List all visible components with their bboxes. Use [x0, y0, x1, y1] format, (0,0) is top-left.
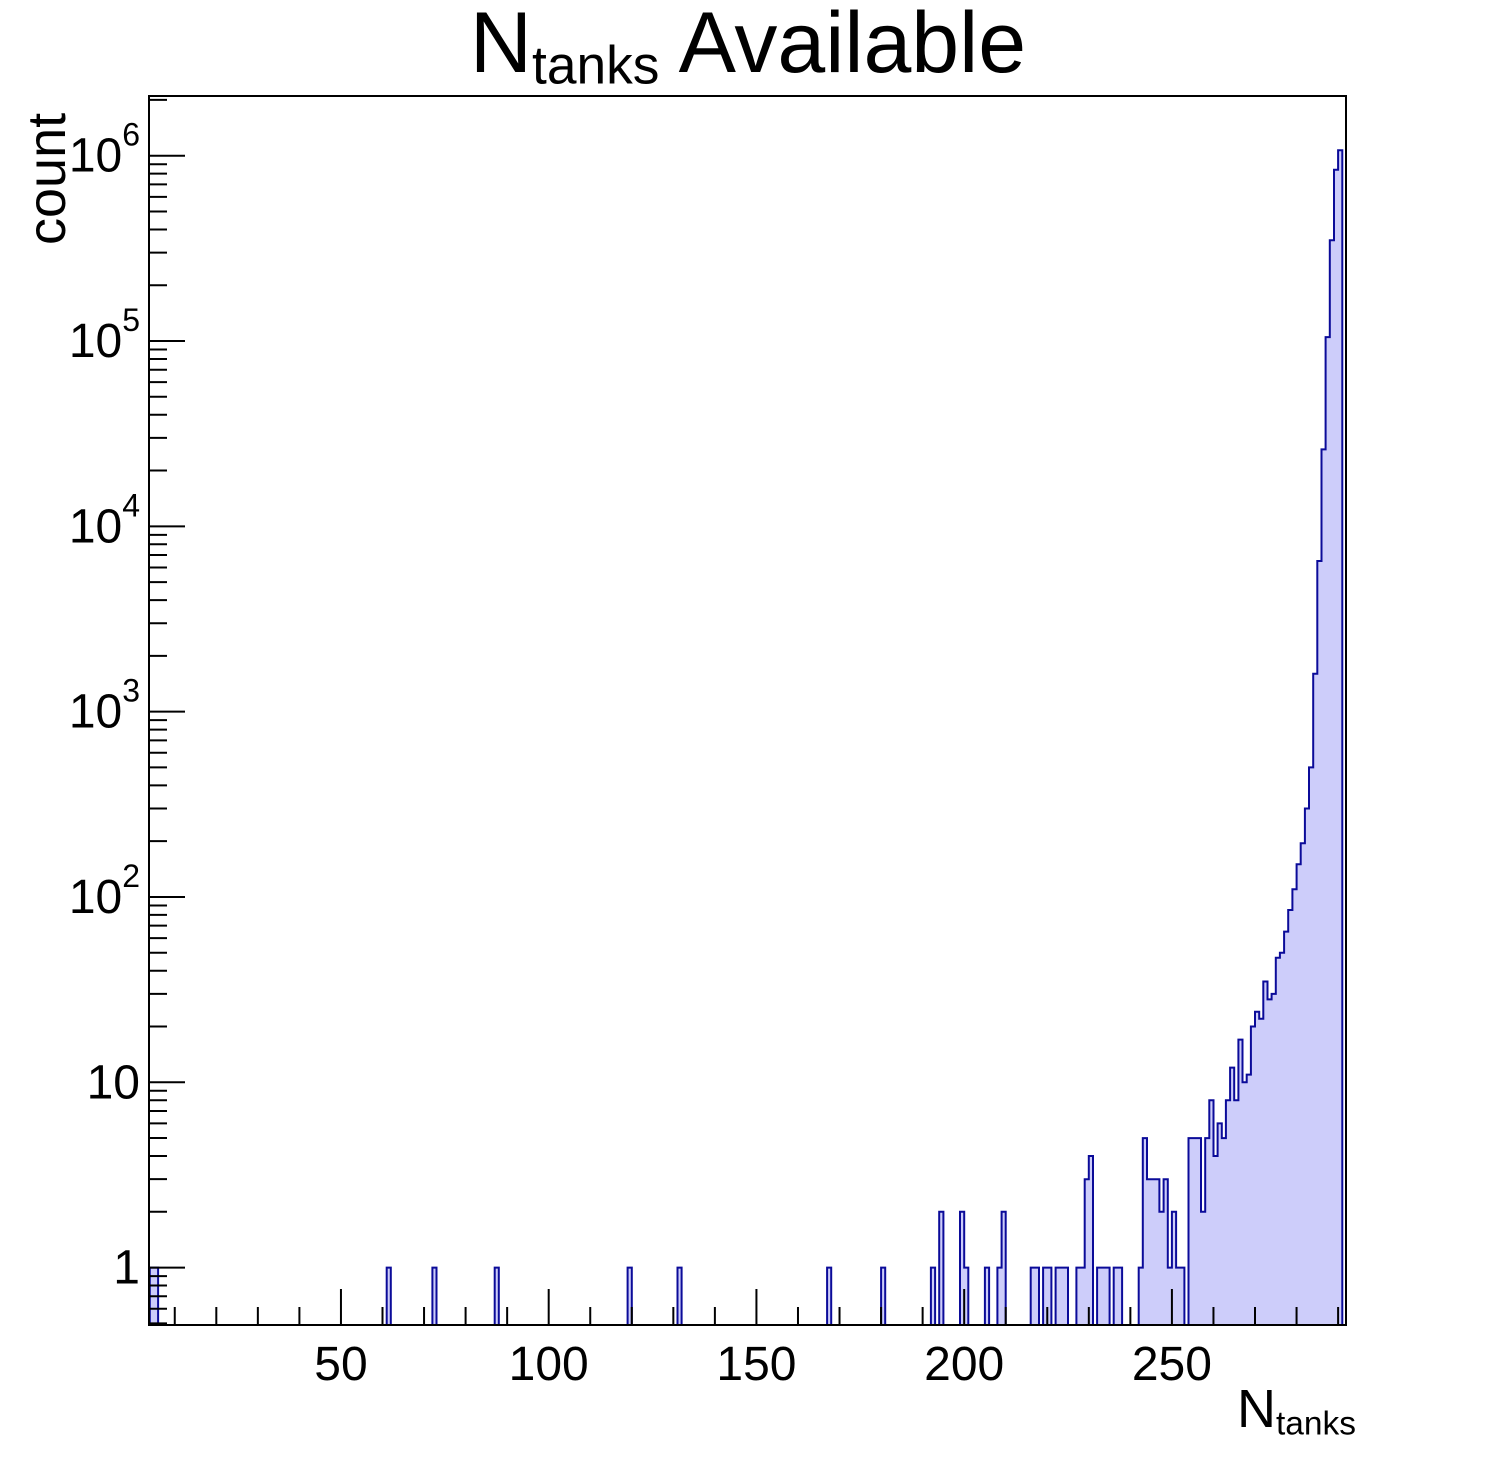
x-axis-title-subscript: tanks	[1276, 1405, 1356, 1443]
x-axis-ticks	[173, 1289, 1340, 1325]
x-tick-label: 50	[314, 1338, 367, 1391]
x-tick-label: 250	[1132, 1338, 1212, 1391]
x-tick-label: 100	[509, 1338, 589, 1391]
x-axis-title-base: N	[1237, 1379, 1276, 1439]
y-tick-label: 103	[69, 673, 140, 739]
chart-title-base: N	[469, 0, 533, 91]
chart-title: Ntanks Available	[0, 0, 1496, 97]
chart-title-suffix: Available	[659, 0, 1027, 91]
y-tick-label: 105	[69, 302, 140, 368]
y-tick-label: 104	[69, 487, 140, 553]
y-axis-tick-labels: 1 10 102 103 104 105 106	[69, 117, 140, 1295]
plot-frame	[148, 95, 1347, 1326]
y-axis-title: count	[17, 112, 77, 245]
histogram-bars	[148, 149, 1344, 1326]
y-tick-label: 106	[69, 117, 140, 183]
y-tick-label: 102	[69, 858, 140, 924]
x-axis-title: Ntanks	[1237, 1378, 1356, 1443]
chart-title-subscript: tanks	[532, 36, 660, 96]
y-axis-ticks	[149, 98, 185, 1325]
y-tick-label: 1	[113, 1242, 140, 1295]
y-tick-label: 10	[87, 1056, 140, 1109]
x-axis-tick-labels: 50 100 150 200 250	[314, 1338, 1212, 1391]
x-tick-label: 150	[716, 1338, 796, 1391]
x-tick-label: 200	[924, 1338, 1004, 1391]
